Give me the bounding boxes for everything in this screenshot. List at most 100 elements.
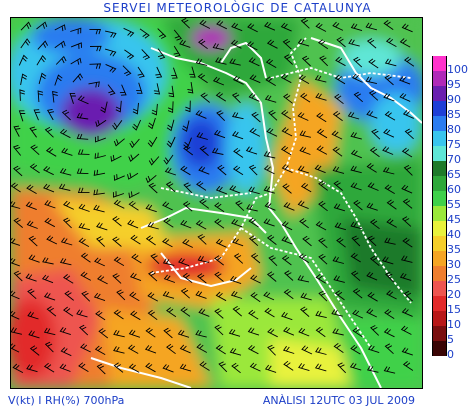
wind-barb [113,199,125,209]
wind-barb [332,21,344,31]
wind-barb [300,182,312,193]
wind-barb [96,236,106,247]
borders [150,37,412,349]
wind-barb [38,72,47,85]
wind-barb [386,218,397,228]
wind-barb [301,345,313,355]
wind-barb [147,309,158,321]
legend-swatch [432,296,447,311]
wind-barb [110,154,122,162]
wind-barb [316,112,327,123]
wind-barb [384,111,396,121]
legend-label: 100 [447,63,468,76]
wind-barb [27,288,37,300]
wind-barb [367,345,380,354]
wind-barb [283,93,293,104]
wind-barb [350,182,362,191]
wind-barb [44,127,54,138]
wind-barb [349,362,362,371]
wind-barb [332,146,343,157]
wind-barb [365,76,377,85]
wind-barb [250,253,261,264]
wind-barb [199,361,210,371]
wind-barb [113,362,124,373]
wind-barb [401,184,413,194]
wind-barb [233,253,244,264]
wind-barb [94,345,106,355]
legend-label: 35 [447,243,461,256]
wind-barb [166,343,176,355]
legend-label: 30 [447,258,461,271]
wind-barb [297,165,310,174]
wind-barb [334,290,345,301]
wind-barb [181,18,191,29]
wind-barb [180,219,192,229]
wind-barb [299,218,309,229]
wind-barb [130,234,141,245]
wind-barb [401,216,412,227]
wind-barb [367,292,378,302]
wind-barb [383,128,395,138]
wind-barb [232,165,244,176]
wind-barb [13,125,21,137]
wind-barb [128,153,140,162]
wind-barb [171,67,178,79]
wind-barb [11,182,21,193]
legend-swatch [432,266,447,281]
wind-barb [173,29,182,41]
wind-barb [173,45,181,58]
wind-barb [147,221,159,230]
wind-barb [350,165,362,174]
wind-barb [382,146,394,155]
legend-label: 70 [447,153,461,166]
wind-barb [13,217,23,228]
wind-barb [37,40,48,50]
wind-barb [127,172,139,180]
wind-barb [89,63,102,69]
wind-barb [213,129,226,139]
legend-label: 20 [447,288,461,301]
wind-barb [199,198,210,209]
wind-barb [315,22,327,32]
legend-label: 65 [447,168,461,181]
wind-barb [96,363,106,375]
wind-barb [177,329,190,338]
wind-barb [298,74,310,84]
wind-barb [59,168,72,176]
wind-barb [334,74,346,85]
wind-barb [211,147,224,155]
wind-barb [281,127,293,137]
wind-barb [232,238,244,247]
legend-label: 5 [447,333,454,346]
wind-barb [333,180,343,191]
wind-barb [131,253,142,264]
wind-barb [230,39,242,49]
wind-barb [11,290,20,300]
wind-barb [195,58,208,66]
wind-barb [195,110,207,119]
wind-barb [141,49,151,60]
wind-barb [247,23,258,33]
wind-barb [28,330,40,339]
wind-barb [44,217,56,228]
wind-barb [249,127,261,137]
wind-barb [20,21,32,31]
wind-barb [366,365,379,373]
wind-barb [318,290,328,302]
wind-barb [182,201,193,212]
wind-barb [283,289,294,300]
wind-barb [198,166,210,175]
wind-barb [113,346,125,354]
wind-barb [298,253,310,263]
wind-barb [282,183,292,194]
wind-barb [264,21,276,31]
wind-barb [145,204,157,213]
wind-barb [246,41,258,51]
wind-barb [197,273,207,284]
wind-barb [167,101,174,114]
wind-barb [163,274,176,283]
wind-barb [19,89,25,101]
wind-barb [93,204,105,213]
wind-barb [281,236,293,245]
wind-barb [36,55,47,66]
